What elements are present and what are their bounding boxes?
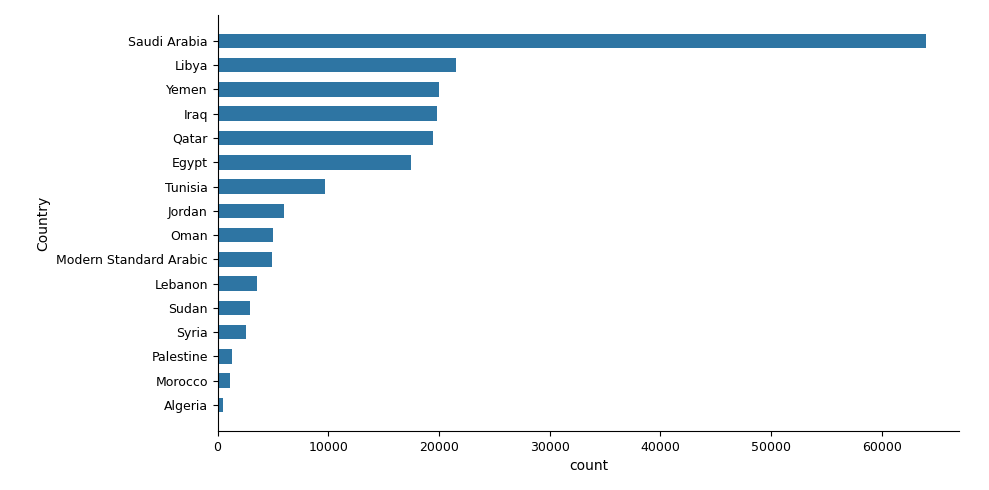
Bar xyxy=(218,106,437,121)
Bar xyxy=(218,155,411,170)
Bar xyxy=(218,131,433,145)
Bar xyxy=(218,82,439,97)
X-axis label: count: count xyxy=(569,460,608,473)
Bar xyxy=(218,252,272,267)
Bar xyxy=(218,301,249,315)
Bar xyxy=(218,349,232,364)
Bar xyxy=(218,276,257,291)
Bar xyxy=(218,179,325,194)
Bar xyxy=(218,373,229,388)
Bar xyxy=(218,34,926,48)
Bar xyxy=(218,325,246,340)
Y-axis label: Country: Country xyxy=(37,196,50,250)
Bar xyxy=(218,228,273,243)
Bar xyxy=(218,58,456,73)
Bar xyxy=(218,398,224,412)
Bar xyxy=(218,203,284,218)
